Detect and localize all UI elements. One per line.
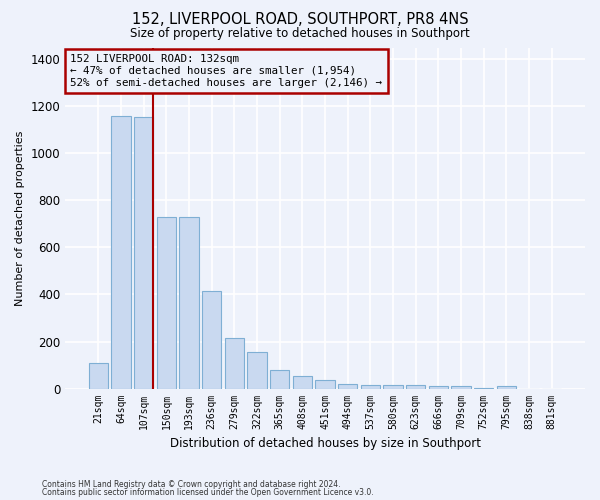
Bar bbox=[157, 217, 176, 388]
Bar bbox=[225, 338, 244, 388]
Bar bbox=[361, 385, 380, 388]
Bar bbox=[270, 370, 289, 388]
Y-axis label: Number of detached properties: Number of detached properties bbox=[15, 130, 25, 306]
Bar bbox=[134, 117, 154, 388]
Bar bbox=[112, 116, 131, 388]
X-axis label: Distribution of detached houses by size in Southport: Distribution of detached houses by size … bbox=[170, 437, 481, 450]
Bar bbox=[179, 217, 199, 388]
Bar bbox=[247, 352, 267, 389]
Text: Contains HM Land Registry data © Crown copyright and database right 2024.: Contains HM Land Registry data © Crown c… bbox=[42, 480, 341, 489]
Bar bbox=[293, 376, 312, 388]
Text: Contains public sector information licensed under the Open Government Licence v3: Contains public sector information licen… bbox=[42, 488, 374, 497]
Bar bbox=[406, 386, 425, 388]
Bar bbox=[316, 380, 335, 388]
Bar bbox=[383, 386, 403, 388]
Text: 152, LIVERPOOL ROAD, SOUTHPORT, PR8 4NS: 152, LIVERPOOL ROAD, SOUTHPORT, PR8 4NS bbox=[131, 12, 469, 28]
Bar bbox=[202, 291, 221, 388]
Bar bbox=[338, 384, 358, 388]
Text: Size of property relative to detached houses in Southport: Size of property relative to detached ho… bbox=[130, 28, 470, 40]
Bar bbox=[451, 386, 471, 388]
Bar bbox=[429, 386, 448, 388]
Text: 152 LIVERPOOL ROAD: 132sqm
← 47% of detached houses are smaller (1,954)
52% of s: 152 LIVERPOOL ROAD: 132sqm ← 47% of deta… bbox=[70, 54, 382, 88]
Bar bbox=[497, 386, 516, 388]
Bar bbox=[89, 362, 108, 388]
